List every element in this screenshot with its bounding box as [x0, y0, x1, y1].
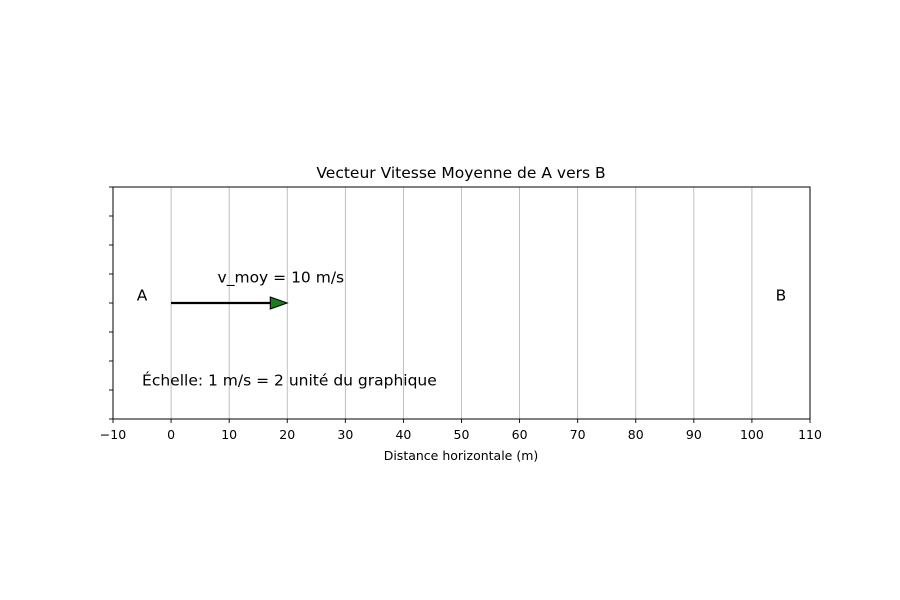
scale-annotation: Échelle: 1 m/s = 2 unité du graphique [142, 370, 437, 389]
point-label-a: A [137, 286, 148, 304]
x-tick-label: 80 [628, 427, 644, 442]
y-axis-ticks [109, 186, 113, 420]
x-tick-label: 10 [221, 427, 237, 442]
x-axis-label: Distance horizontale (m) [384, 448, 539, 463]
x-tick-label: 30 [337, 427, 353, 442]
vector-layer [171, 296, 289, 310]
x-tick-label: 60 [512, 427, 528, 442]
x-tick-label: 100 [740, 427, 764, 442]
x-tick-label: 20 [279, 427, 295, 442]
x-tick-label: −10 [100, 427, 126, 442]
x-tick-label: 110 [798, 427, 822, 442]
x-tick-label: 70 [570, 427, 586, 442]
chart-title: Vecteur Vitesse Moyenne de A vers B [316, 164, 605, 182]
label-layer: v_moy = 10 m/s A B Échelle: 1 m/s = 2 unité… [137, 269, 787, 390]
velocity-vector-head [269, 296, 289, 310]
grid-lines [170, 187, 753, 419]
point-label-b: B [776, 286, 787, 304]
vector-label: v_moy = 10 m/s [218, 269, 345, 288]
x-tick-label: 90 [686, 427, 702, 442]
x-tick-label: 40 [395, 427, 411, 442]
x-axis-ticks: −10 0 10 20 30 40 50 60 70 80 90 100 110 [100, 419, 822, 442]
x-tick-label: 50 [454, 427, 470, 442]
x-tick-label: 0 [167, 427, 175, 442]
